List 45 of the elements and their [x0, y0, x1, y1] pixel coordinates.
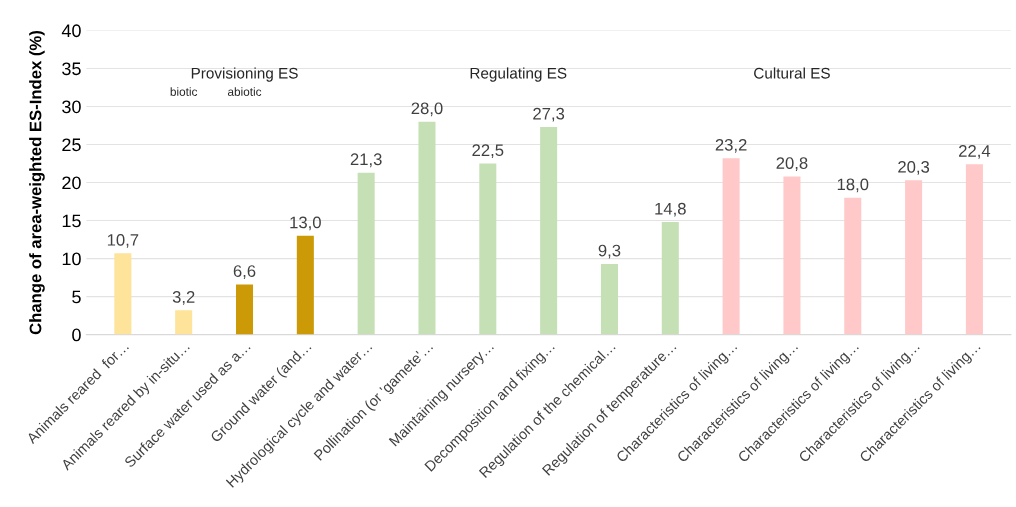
- bar: [114, 253, 132, 335]
- data-label: 14,8: [655, 202, 686, 217]
- annotation: Cultural ES: [754, 67, 830, 79]
- data-label: 22,5: [472, 144, 504, 159]
- y-tick-label: 35: [62, 62, 81, 76]
- data-label: 22,4: [959, 145, 991, 159]
- annotation: biotic: [170, 87, 198, 96]
- bar: [722, 158, 740, 335]
- annotation: Provisioning ES: [191, 67, 298, 82]
- annotation: abiotic: [227, 87, 262, 96]
- bar: [479, 163, 497, 335]
- y-tick-label: 5: [72, 290, 81, 304]
- y-axis-title: Change of area-weighted ES-Index (%): [29, 31, 45, 335]
- bar: [844, 197, 862, 335]
- bar: [783, 176, 801, 335]
- bar: [661, 222, 679, 335]
- bar: [296, 235, 314, 335]
- data-label: 3,2: [172, 291, 195, 305]
- bar: [965, 164, 983, 335]
- data-label: 21,3: [350, 153, 382, 168]
- y-tick-label: 10: [62, 252, 81, 266]
- y-tick-label: 0: [72, 328, 81, 342]
- data-label: 6,6: [233, 265, 256, 279]
- bar: [357, 172, 375, 335]
- y-tick-label: 40: [61, 24, 81, 38]
- y-tick-label: 30: [62, 100, 81, 114]
- bar: [235, 284, 254, 335]
- data-label: 9,3: [598, 244, 621, 259]
- data-label: 18,0: [837, 178, 869, 193]
- bar: [905, 180, 923, 335]
- bar: [600, 263, 618, 335]
- bar: [418, 121, 436, 335]
- data-label: 28,0: [411, 102, 443, 117]
- data-label: 23,2: [715, 138, 747, 153]
- data-label: 20,3: [898, 160, 930, 175]
- data-label: 20,8: [776, 157, 808, 171]
- bar: [540, 127, 558, 335]
- y-tick-label: 15: [62, 214, 81, 228]
- data-label: 13,0: [290, 216, 321, 231]
- annotation: Regulating ES: [470, 67, 567, 82]
- y-tick-label: 25: [62, 138, 81, 152]
- data-label: 27,3: [533, 107, 565, 122]
- data-label: 10,7: [107, 233, 139, 248]
- bar: [175, 310, 193, 335]
- y-tick-label: 20: [62, 176, 81, 190]
